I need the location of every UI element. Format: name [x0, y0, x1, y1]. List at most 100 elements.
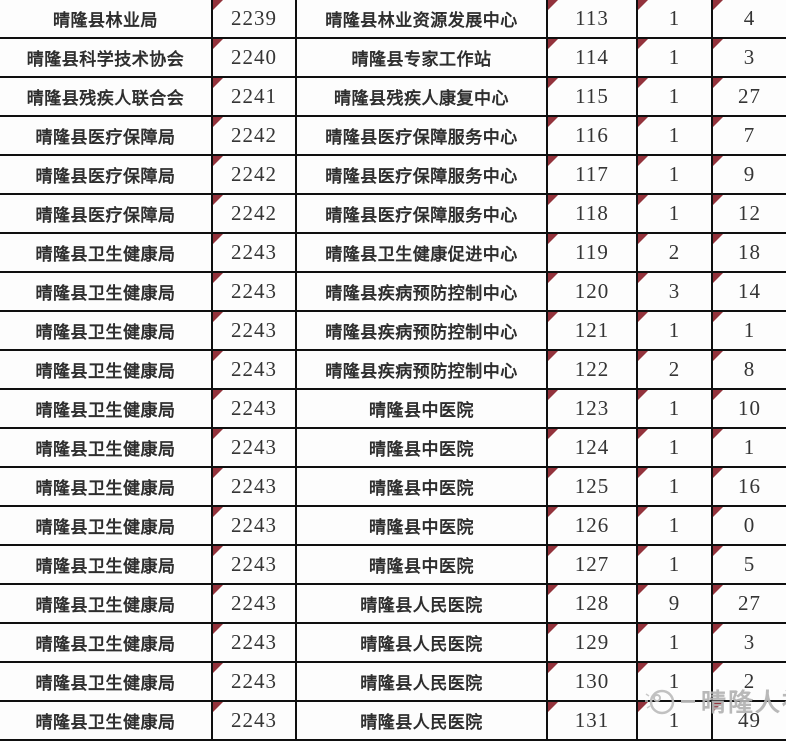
cell-text: 127: [574, 552, 610, 576]
table-cell: 115: [548, 78, 638, 117]
comment-marker-icon: [713, 429, 723, 439]
table-cell: 2243: [213, 663, 297, 702]
comment-marker-icon: [713, 507, 723, 517]
table-cell: 晴隆县专家工作站: [297, 39, 548, 78]
comment-marker-icon: [213, 429, 223, 439]
cell-text: 2243: [231, 630, 277, 654]
cell-text: 3: [743, 45, 756, 69]
cell-text: 27: [738, 84, 761, 108]
cell-text: 131: [574, 708, 610, 732]
comment-marker-icon: [638, 546, 648, 556]
comment-marker-icon: [213, 468, 223, 478]
comment-marker-icon: [548, 429, 558, 439]
cell-text: 1: [668, 630, 681, 654]
comment-marker-icon: [213, 156, 223, 166]
table-cell: 2239: [213, 0, 297, 39]
comment-marker-icon: [213, 663, 223, 673]
table-cell: 晴隆县中医院: [297, 507, 548, 546]
comment-marker-icon: [548, 663, 558, 673]
table-cell: 3: [638, 273, 713, 312]
table-cell: 116: [548, 117, 638, 156]
comment-marker-icon: [638, 624, 648, 634]
cell-text: 晴隆县疾病预防控制中心: [325, 284, 518, 303]
table-cell: 晴隆县疾病预防控制中心: [297, 273, 548, 312]
table-cell: 晴隆县中医院: [297, 429, 548, 468]
comment-marker-icon: [548, 390, 558, 400]
cell-text: 2243: [231, 240, 277, 264]
table-row: 晴隆县卫生健康局 2243 晴隆县人民医院 129 1 3: [0, 624, 786, 663]
cell-text: 晴隆县医疗保障服务中心: [325, 128, 518, 147]
table-cell: 49: [713, 702, 786, 741]
comment-marker-icon: [548, 0, 558, 10]
table-cell: 2243: [213, 585, 297, 624]
cell-text: 2242: [231, 123, 277, 147]
table-cell: 1: [638, 390, 713, 429]
comment-marker-icon: [638, 429, 648, 439]
table-cell: 2243: [213, 429, 297, 468]
table-cell: 3: [713, 624, 786, 663]
cell-text: 晴隆县卫生健康局: [35, 440, 176, 459]
comment-marker-icon: [548, 39, 558, 49]
table-cell: 1: [713, 312, 786, 351]
cell-text: 晴隆县中医院: [369, 557, 474, 576]
comment-marker-icon: [638, 390, 648, 400]
table-row: 晴隆县医疗保障局 2242 晴隆县医疗保障服务中心 118 1 12: [0, 195, 786, 234]
table-cell: 2243: [213, 234, 297, 273]
table-cell: 2243: [213, 468, 297, 507]
cell-text: 晴隆县专家工作站: [351, 50, 492, 69]
table-cell: 晴隆县中医院: [297, 546, 548, 585]
comment-marker-icon: [638, 117, 648, 127]
table-cell: 1: [638, 429, 713, 468]
cell-text: 1: [668, 669, 681, 693]
cell-text: 10: [738, 396, 761, 420]
cell-text: 2243: [231, 279, 277, 303]
comment-marker-icon: [213, 585, 223, 595]
cell-text: 晴隆县人民医院: [360, 635, 483, 654]
table-cell: 2243: [213, 273, 297, 312]
cell-text: 2241: [231, 84, 277, 108]
cell-text: 1: [668, 435, 681, 459]
table-row: 晴隆县残疾人联合会 2241 晴隆县残疾人康复中心 115 1 27: [0, 78, 786, 117]
table-cell: 晴隆县卫生健康促进中心: [297, 234, 548, 273]
cell-text: 2243: [231, 435, 277, 459]
cell-text: 晴隆县科学技术协会: [26, 50, 185, 69]
table-cell: 16: [713, 468, 786, 507]
table-cell: 1: [638, 195, 713, 234]
table-cell: 124: [548, 429, 638, 468]
comment-marker-icon: [638, 507, 648, 517]
table-cell: 12: [713, 195, 786, 234]
comment-marker-icon: [213, 195, 223, 205]
table-cell: 125: [548, 468, 638, 507]
table-cell: 122: [548, 351, 638, 390]
cell-text: 1: [668, 45, 681, 69]
cell-text: 2240: [231, 45, 277, 69]
comment-marker-icon: [713, 195, 723, 205]
cell-text: 晴隆县残疾人联合会: [26, 89, 185, 108]
cell-text: 27: [738, 591, 761, 615]
table-row: 晴隆县卫生健康局 2243 晴隆县疾病预防控制中心 120 3 14: [0, 273, 786, 312]
cell-text: 晴隆县卫生健康局: [35, 479, 176, 498]
cell-text: 2: [668, 240, 681, 264]
cell-text: 1: [668, 552, 681, 576]
comment-marker-icon: [548, 234, 558, 244]
cell-text: 130: [574, 669, 610, 693]
table-cell: 2243: [213, 351, 297, 390]
table-row: 晴隆县卫生健康局 2243 晴隆县中医院 126 1 0: [0, 507, 786, 546]
comment-marker-icon: [713, 78, 723, 88]
table-cell: 9: [638, 585, 713, 624]
table-cell: 2243: [213, 624, 297, 663]
comment-marker-icon: [713, 390, 723, 400]
table-row: 晴隆县卫生健康局 2243 晴隆县疾病预防控制中心 122 2 8: [0, 351, 786, 390]
table-cell: 2241: [213, 78, 297, 117]
comment-marker-icon: [213, 702, 223, 712]
cell-text: 晴隆县疾病预防控制中心: [325, 362, 518, 381]
cell-text: 1: [668, 318, 681, 342]
comment-marker-icon: [638, 195, 648, 205]
table-cell: 晴隆县卫生健康局: [0, 663, 213, 702]
table-cell: 123: [548, 390, 638, 429]
table-row: 晴隆县卫生健康局 2243 晴隆县人民医院 128 9 27: [0, 585, 786, 624]
cell-text: 2242: [231, 201, 277, 225]
table-cell: 晴隆县医疗保障服务中心: [297, 156, 548, 195]
cell-text: 1: [668, 708, 681, 732]
